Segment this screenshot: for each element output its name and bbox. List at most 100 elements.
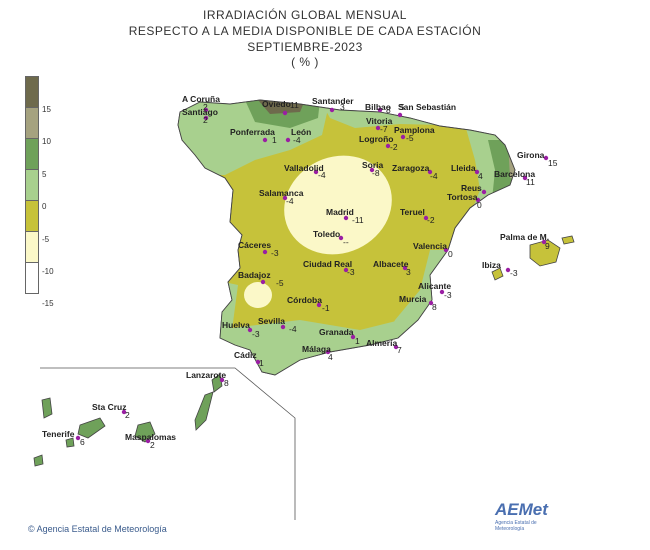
station-marker bbox=[505, 267, 511, 273]
station-name: Barcelona bbox=[494, 169, 535, 179]
station-ibiza: Ibiza -3 bbox=[482, 260, 518, 278]
station-marker bbox=[543, 155, 549, 161]
map-title-line2: RESPECTO A LA MEDIA DISPONIBLE DE CADA E… bbox=[128, 24, 482, 38]
legend-label-1: 10 bbox=[42, 137, 51, 146]
station-value: 8 bbox=[386, 105, 391, 115]
station-value: -5 bbox=[276, 278, 284, 288]
station-name: Vitoria bbox=[366, 116, 393, 126]
station-name: Teruel bbox=[400, 207, 425, 217]
station-name: Oviedo bbox=[262, 99, 291, 109]
station-marker bbox=[282, 110, 288, 116]
station-alicante: Alicante-3 bbox=[418, 281, 452, 300]
station-cordoba: Córdoba-1 bbox=[287, 295, 330, 313]
station-marker bbox=[474, 169, 480, 175]
station-marker bbox=[316, 302, 322, 308]
station-name: Toledo bbox=[313, 229, 340, 239]
station-soria: Soria-8 bbox=[362, 160, 384, 178]
la-gomera-island bbox=[65, 437, 75, 448]
tenerife-island bbox=[77, 417, 106, 439]
station-marker bbox=[325, 349, 331, 355]
gran-canaria-island bbox=[134, 421, 156, 443]
station-name: Zaragoza bbox=[392, 163, 430, 173]
station-value: 2 bbox=[150, 440, 155, 450]
station-value: -4 bbox=[430, 171, 438, 181]
station-marker bbox=[313, 169, 319, 175]
station-madrid: Madrid-11 bbox=[326, 207, 364, 225]
station-marker bbox=[203, 107, 209, 113]
station-marker bbox=[262, 137, 268, 143]
station-value: 7 bbox=[397, 345, 402, 355]
legend-label-3: 0 bbox=[42, 202, 47, 211]
station-marker bbox=[280, 324, 286, 330]
color-legend: 15 10 5 0 -5 -10 -15 bbox=[25, 76, 54, 308]
station-value: 2 bbox=[203, 102, 208, 112]
legend-label-2: 5 bbox=[42, 170, 47, 179]
station-name: Ponferrada bbox=[230, 127, 275, 137]
station-marker bbox=[393, 344, 399, 350]
station-value: -8 bbox=[372, 168, 380, 178]
station-value: 1 bbox=[259, 358, 264, 368]
station-value: 4 bbox=[328, 352, 333, 362]
station-caceres: Cáceres-3 bbox=[238, 240, 279, 258]
station-value: 2 bbox=[203, 115, 208, 125]
station-marker bbox=[375, 125, 381, 131]
station-name: San Sebastián bbox=[398, 102, 456, 112]
station-marker bbox=[247, 327, 253, 333]
station-value: 11 bbox=[290, 100, 299, 110]
map-title-period: SEPTIEMBRE-2023 bbox=[247, 40, 363, 54]
station-name: Maspalomas bbox=[125, 432, 176, 442]
station-marker bbox=[377, 107, 383, 113]
station-name: Palma de M. bbox=[500, 232, 549, 242]
station-value: -4 bbox=[286, 196, 294, 206]
station-leon: León-4 bbox=[285, 127, 311, 145]
zone-pale-badajoz bbox=[244, 282, 272, 308]
canary-islands bbox=[33, 373, 223, 467]
mallorca-island bbox=[529, 239, 561, 267]
station-ciudad-real: Ciudad Real-3 bbox=[303, 259, 355, 277]
station-marker bbox=[400, 134, 406, 140]
station-marker bbox=[541, 239, 547, 245]
station-name: Santiago bbox=[182, 107, 218, 117]
map-title-line1: IRRADIACIÓN GLOBAL MENSUAL bbox=[203, 8, 407, 22]
ibiza-island bbox=[491, 267, 504, 281]
station-marker bbox=[262, 249, 268, 255]
el-hierro-island bbox=[33, 454, 44, 467]
logo-subtitle: Agencia Estatal de Meteorología bbox=[495, 520, 537, 532]
station-value: -5 bbox=[406, 133, 414, 143]
station-name: Badajoz bbox=[238, 270, 271, 280]
station-value: 5 bbox=[400, 102, 405, 112]
station-value: -4 bbox=[289, 324, 297, 334]
station-sevilla: Sevilla -4 bbox=[258, 316, 297, 334]
station-logrono: Logroño-2 bbox=[359, 134, 398, 152]
station-name: Logroño bbox=[359, 134, 393, 144]
legend-box-6 bbox=[25, 262, 39, 294]
station-name: Tenerife bbox=[42, 429, 75, 439]
station-name: Sta Cruz bbox=[92, 402, 126, 412]
station-marker bbox=[219, 377, 225, 383]
logo-text: AEMet bbox=[495, 500, 548, 519]
station-value: 0 bbox=[448, 249, 453, 259]
station-name: Madrid bbox=[326, 207, 354, 217]
station-value: 3 bbox=[340, 102, 345, 112]
station-marker bbox=[423, 215, 429, 221]
station-value: -4 bbox=[293, 135, 301, 145]
station-name: Lanzarote bbox=[186, 370, 226, 380]
station-name: Ibiza bbox=[482, 260, 501, 270]
station-name: Santander bbox=[312, 96, 354, 106]
station-marker bbox=[439, 289, 445, 295]
station-name: Lleida bbox=[451, 163, 476, 173]
station-marker bbox=[282, 195, 288, 201]
legend-label-6: -15 bbox=[42, 299, 54, 308]
